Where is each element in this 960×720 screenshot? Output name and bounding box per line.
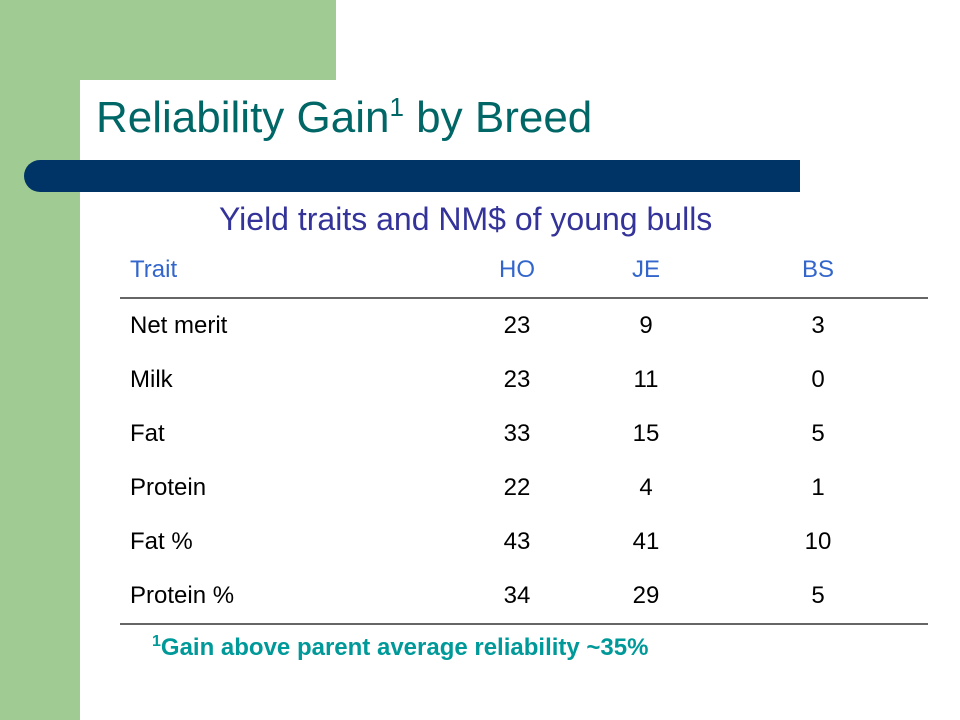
ho-cell: 23 bbox=[503, 366, 531, 393]
title-superscript: 1 bbox=[389, 92, 404, 122]
bs-cell: 5 bbox=[811, 582, 825, 609]
table-row: Net merit 23 9 3 bbox=[120, 298, 928, 353]
slide-title: Reliability Gain1 by Breed bbox=[96, 93, 593, 142]
table-subtitle: Yield traits and NM$ of young bulls bbox=[219, 201, 713, 237]
ho-cell: 33 bbox=[503, 420, 531, 447]
left-accent-strip bbox=[0, 0, 80, 720]
title-suffix: by Breed bbox=[403, 93, 593, 142]
je-cell: 11 bbox=[633, 366, 659, 393]
table-row: Fat % 43 41 10 bbox=[120, 515, 928, 569]
reliability-table: Trait HO JE BS Net merit 23 9 3 Milk 23 … bbox=[120, 243, 928, 625]
header-bs: BS bbox=[801, 256, 834, 283]
ho-cell: 43 bbox=[503, 528, 531, 555]
bs-cell: 10 bbox=[804, 528, 832, 555]
je-cell: 9 bbox=[639, 312, 653, 339]
je-cell: 4 bbox=[639, 474, 653, 501]
header-je: JE bbox=[631, 256, 660, 283]
je-cell: 41 bbox=[632, 528, 660, 555]
table-row: Protein 22 4 1 bbox=[120, 461, 928, 515]
trait-cell: Fat % bbox=[130, 528, 193, 555]
trait-cell: Protein bbox=[130, 474, 207, 501]
bs-cell: 0 bbox=[811, 366, 825, 393]
table-row: Protein % 34 29 5 bbox=[120, 569, 928, 624]
trait-cell: Milk bbox=[130, 366, 173, 393]
footnote-marker: 1 bbox=[152, 633, 161, 650]
top-accent-block bbox=[80, 0, 336, 80]
title-text: Reliability Gain bbox=[96, 93, 390, 142]
ho-cell: 23 bbox=[503, 312, 531, 339]
bs-cell: 3 bbox=[811, 312, 825, 339]
trait-cell: Fat bbox=[130, 420, 165, 447]
trait-cell: Protein % bbox=[130, 582, 235, 609]
bs-cell: 5 bbox=[811, 420, 825, 447]
title-underline-bar bbox=[24, 160, 800, 192]
table-row: Fat 33 15 5 bbox=[120, 407, 928, 461]
bs-cell: 1 bbox=[811, 474, 825, 501]
je-cell: 15 bbox=[632, 420, 660, 447]
trait-cell: Net merit bbox=[130, 312, 228, 339]
je-cell: 29 bbox=[632, 582, 660, 609]
ho-cell: 34 bbox=[503, 582, 531, 609]
header-trait: Trait bbox=[130, 256, 178, 283]
ho-cell: 22 bbox=[503, 474, 531, 501]
header-ho: HO bbox=[499, 256, 535, 283]
footnote: 1Gain above parent average reliability ~… bbox=[152, 634, 648, 662]
footnote-text: Gain above parent average reliability ~3… bbox=[160, 634, 649, 661]
table-row: Milk 23 11 0 bbox=[120, 353, 928, 407]
table-header-row: Trait HO JE BS bbox=[120, 243, 928, 298]
